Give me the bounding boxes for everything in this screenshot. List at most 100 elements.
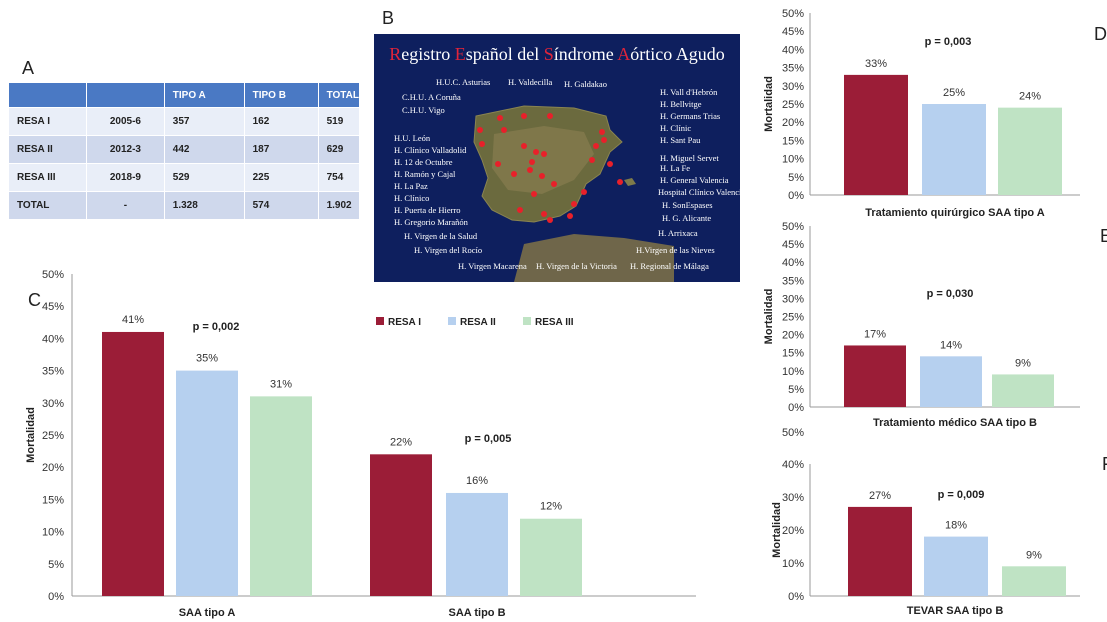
data-label: 18% [945, 520, 967, 532]
y-tick-label: 30% [42, 398, 64, 410]
y-axis-title: Mortalidad [763, 289, 775, 345]
legend-label: RESA II [460, 317, 496, 328]
y-tick-label: 30% [782, 492, 804, 504]
registry-map: Registro Español del Síndrome Aórtico Ag… [374, 34, 740, 282]
table-cell: - [86, 191, 165, 220]
panel-label-c: C [28, 290, 41, 310]
bar [844, 345, 906, 407]
y-tick-label: 40% [42, 333, 64, 345]
legend-swatch [376, 317, 384, 325]
hospital-marker [495, 161, 501, 167]
y-tick-label: 5% [788, 384, 804, 396]
data-label: 17% [864, 328, 886, 340]
y-tick-label: 20% [782, 525, 804, 537]
hospital-marker [527, 167, 533, 173]
table-row: RESA I 2005-6 357 162 519 [7, 107, 361, 136]
y-tick-label: 35% [42, 366, 64, 378]
table-cell: RESA III [7, 163, 88, 192]
bar [992, 374, 1054, 407]
legend-swatch [523, 317, 531, 325]
table-cell: 2018-9 [86, 163, 165, 192]
hospital-marker [541, 211, 547, 217]
iberian-peninsula-map [473, 105, 674, 282]
hospital-marker [547, 113, 553, 119]
table-cell: RESA I [7, 107, 88, 136]
y-tick-label: 25% [782, 312, 804, 324]
bar [250, 396, 312, 596]
hospital-marker [531, 191, 537, 197]
hospital-label: H. La Fe [660, 163, 690, 173]
hospital-marker [607, 161, 613, 167]
table-cell: 754 [317, 163, 361, 192]
hospital-label: H. Virgen de la Salud [404, 231, 478, 241]
hospital-marker [501, 127, 507, 133]
table-cell: 529 [163, 163, 245, 192]
table-row: TOTAL - 1.328 574 1.902 [7, 191, 361, 220]
y-axis-title: Mortalidad [25, 407, 37, 463]
panel-label-e: E [1100, 226, 1107, 246]
table-cell: 225 [243, 163, 319, 192]
hospital-label: H. Sant Pau [660, 135, 701, 145]
table-row: RESA II 2012-3 442 187 629 [7, 135, 361, 164]
x-axis-title: Tratamiento quirúrgico SAA tipo A [865, 207, 1045, 219]
y-tick-label: 0% [788, 591, 804, 603]
bar [998, 107, 1062, 195]
y-tick-label: 20% [782, 330, 804, 342]
data-label: 9% [1015, 357, 1031, 369]
y-tick-label: 5% [48, 559, 64, 571]
hospital-marker [617, 179, 623, 185]
chart-e: 0% 5% 10% 15% 20% 25% 30% 35% 40% 45% 50% 17% 14% 9% p… [763, 221, 1080, 429]
hospital-marker [511, 171, 517, 177]
bar [848, 506, 912, 596]
y-tick-label: 45% [42, 301, 64, 313]
hospital-marker [567, 213, 573, 219]
hospital-label: H. Regional de Málaga [630, 261, 709, 271]
hospital-marker [593, 143, 599, 149]
table-cell: 574 [243, 191, 319, 220]
hospital-marker [533, 149, 539, 155]
y-tick-label: 10% [782, 366, 804, 378]
hospital-label: H. Gregorio Marañón [394, 217, 468, 227]
hospital-label: H. Puerta de Hierro [394, 205, 461, 215]
hospital-label: C.H.U. A Coruña [402, 92, 461, 102]
y-tick-label: 45% [782, 239, 804, 251]
p-value: p = 0,003 [925, 36, 972, 48]
hospital-label: C.H.U. Vigo [402, 105, 445, 115]
y-tick-label: 30% [782, 81, 804, 93]
legend-label: RESA I [388, 317, 421, 328]
hospital-marker [497, 115, 503, 121]
table-cell: 162 [243, 107, 319, 136]
hospital-label: H.U. León [394, 133, 431, 143]
data-label: 12% [540, 501, 562, 513]
bar [520, 518, 582, 596]
y-tick-label: 50% [782, 427, 804, 439]
y-axis-title: Mortalidad [763, 76, 775, 132]
hospital-marker [517, 207, 523, 213]
hospital-label: H. Germans Trias [660, 111, 721, 121]
hospital-label: H. Ramón y Cajal [394, 169, 456, 179]
peninsula-terrain [492, 126, 594, 194]
table-cell: 357 [163, 107, 245, 136]
y-tick-label: 50% [782, 8, 804, 20]
hospital-marker [601, 137, 607, 143]
balearic-islands [624, 178, 636, 186]
data-label: 27% [869, 490, 891, 502]
y-tick-label: 10% [782, 558, 804, 570]
table-cell: TOTAL [7, 191, 88, 220]
table-header: TIPO A [163, 82, 245, 108]
hospital-label: H. Virgen Macarena [458, 261, 527, 271]
hospital-markers [477, 113, 623, 223]
y-tick-label: 20% [42, 462, 64, 474]
hospital-marker [541, 151, 547, 157]
table-cell: 629 [317, 135, 361, 164]
hospital-marker [589, 157, 595, 163]
hospital-label: H.U.C. Asturias [436, 77, 491, 87]
table-header-row: TIPO A TIPO B TOTAL [7, 82, 361, 108]
data-label: 35% [196, 353, 218, 365]
data-label: 33% [865, 58, 887, 70]
data-label: 25% [943, 87, 965, 99]
table-header: TOTAL [317, 82, 361, 108]
panel-label-a: A [22, 58, 35, 78]
y-tick-label: 20% [782, 117, 804, 129]
table-cell: 1.328 [163, 191, 245, 220]
